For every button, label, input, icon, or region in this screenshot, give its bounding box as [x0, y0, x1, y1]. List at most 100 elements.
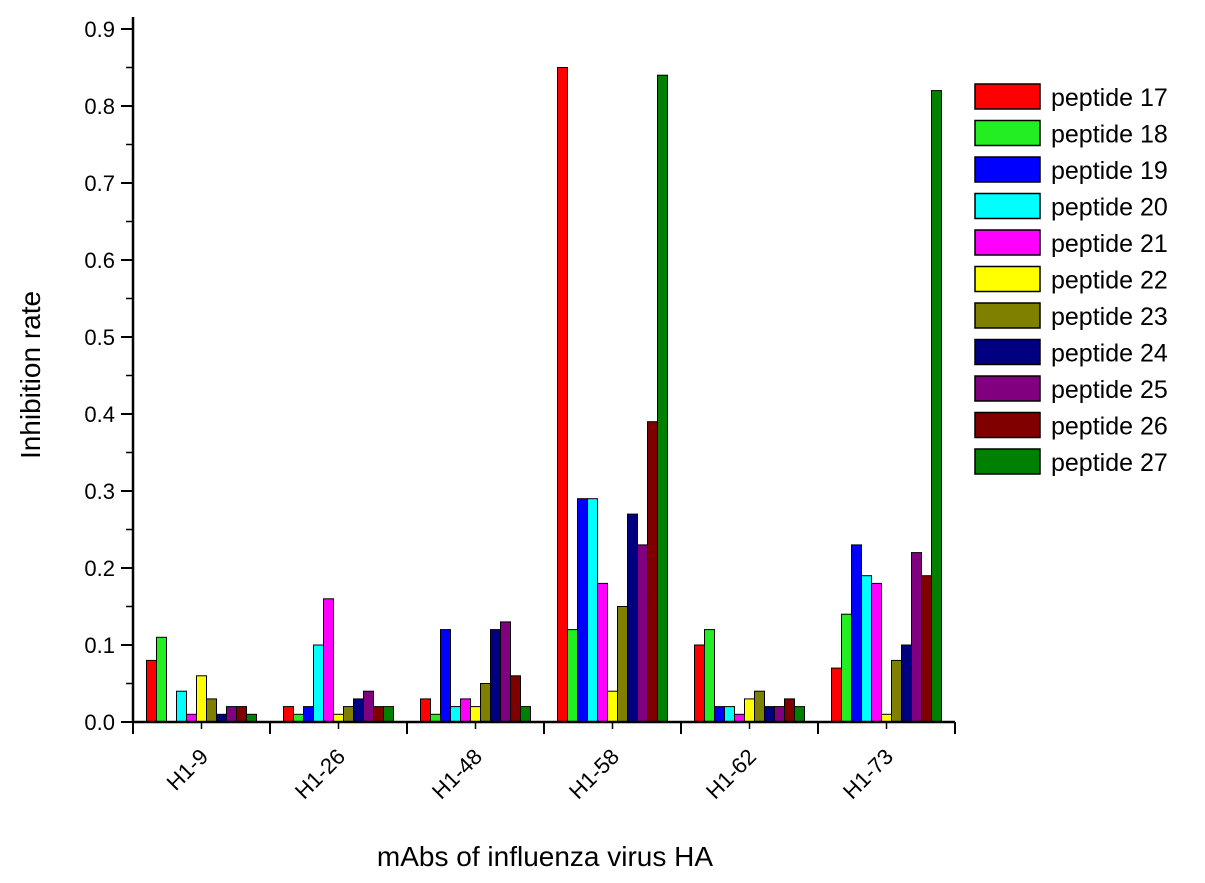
legend-label: peptide 20 — [1051, 194, 1168, 222]
bar — [841, 613, 852, 723]
bar — [567, 629, 578, 723]
bar — [353, 698, 364, 723]
bar — [764, 706, 775, 723]
bars — [146, 67, 942, 723]
legend-label: peptide 23 — [1051, 303, 1168, 331]
bar — [323, 598, 334, 723]
bar — [871, 582, 882, 723]
y-tick-label: 0.3 — [84, 479, 115, 504]
bar — [383, 706, 394, 723]
y-tick-label: 0.0 — [84, 710, 115, 735]
legend-label: peptide 21 — [1051, 230, 1168, 258]
bar — [313, 644, 324, 723]
bar — [587, 498, 598, 723]
bar — [714, 706, 725, 723]
bar — [557, 67, 568, 723]
legend-swatch — [974, 302, 1041, 329]
bar — [597, 582, 608, 723]
legend-swatch — [974, 229, 1041, 256]
bar — [156, 636, 167, 723]
y-tick-label: 0.8 — [84, 94, 115, 119]
legend-label: peptide 22 — [1051, 267, 1168, 295]
legend-label: peptide 27 — [1051, 449, 1168, 477]
bar — [206, 698, 217, 723]
bar — [520, 706, 531, 723]
bar — [657, 74, 668, 723]
y-tick-label: 0.7 — [84, 171, 115, 196]
bar — [931, 90, 942, 723]
x-tick-label: H1-9 — [162, 744, 213, 795]
legend-swatch — [974, 448, 1041, 475]
bar — [647, 421, 658, 723]
bar — [637, 544, 648, 723]
x-tick-label: H1-62 — [701, 744, 761, 804]
y-tick-label: 0.1 — [84, 633, 115, 658]
bar — [577, 498, 588, 723]
bar — [851, 544, 862, 723]
bar — [724, 706, 735, 723]
x-axis-label: mAbs of influenza virus HA — [377, 841, 713, 872]
bar — [303, 706, 314, 723]
bar — [617, 606, 628, 723]
y-tick-label: 0.4 — [84, 402, 115, 427]
legend-swatch — [974, 156, 1041, 183]
y-axis-label: Inhibition rate — [15, 291, 46, 459]
bar — [343, 706, 354, 723]
bar — [236, 706, 247, 723]
legend-label: peptide 17 — [1051, 84, 1168, 112]
y-tick-label: 0.6 — [84, 248, 115, 273]
bar — [784, 698, 795, 723]
bar — [607, 690, 618, 723]
bar — [196, 675, 207, 723]
bar — [460, 698, 471, 723]
bar — [704, 629, 715, 723]
bar — [774, 706, 785, 723]
legend-swatch — [974, 119, 1041, 147]
bar — [490, 629, 501, 723]
legend-swatch — [974, 375, 1041, 402]
legend-swatch — [974, 265, 1041, 293]
y-tick-label: 0.2 — [84, 556, 115, 581]
bar — [500, 621, 511, 723]
legend-swatch — [974, 411, 1041, 439]
bar — [911, 552, 922, 723]
legend: peptide 17 peptide 18 peptide 19 peptide 20… — [974, 83, 1168, 477]
x-tick-label: H1-73 — [838, 744, 898, 804]
bar — [450, 706, 461, 723]
legend-label: peptide 26 — [1051, 413, 1168, 441]
legend-swatch — [974, 83, 1041, 110]
x-tick-label: H1-48 — [427, 744, 487, 804]
bar — [510, 675, 521, 723]
bar — [921, 575, 932, 723]
y-tick-label: 0.9 — [84, 17, 115, 42]
bar — [744, 698, 755, 723]
bar — [831, 667, 842, 723]
legend-swatch — [974, 338, 1041, 366]
bar — [694, 644, 705, 723]
bar — [146, 659, 157, 723]
bar — [480, 683, 491, 723]
legend-label: peptide 24 — [1051, 340, 1168, 368]
bar — [226, 706, 237, 723]
legend-label: peptide 19 — [1051, 157, 1168, 185]
bar — [754, 690, 765, 723]
legend-label: peptide 18 — [1051, 121, 1168, 149]
bar — [794, 706, 805, 723]
legend-label: peptide 25 — [1051, 376, 1168, 404]
x-tick-label: H1-26 — [290, 744, 350, 804]
y-tick-label: 0.5 — [84, 325, 115, 350]
bar — [363, 690, 374, 723]
bar — [420, 698, 431, 723]
bar — [891, 659, 902, 723]
bar — [373, 706, 384, 723]
bar — [470, 706, 481, 723]
bar — [901, 644, 912, 723]
bar — [440, 629, 451, 723]
legend-swatch — [974, 192, 1041, 220]
bar — [861, 575, 872, 723]
bar — [627, 513, 638, 723]
x-tick-label: H1-58 — [564, 744, 624, 804]
bar — [283, 706, 294, 723]
bar — [176, 690, 187, 723]
